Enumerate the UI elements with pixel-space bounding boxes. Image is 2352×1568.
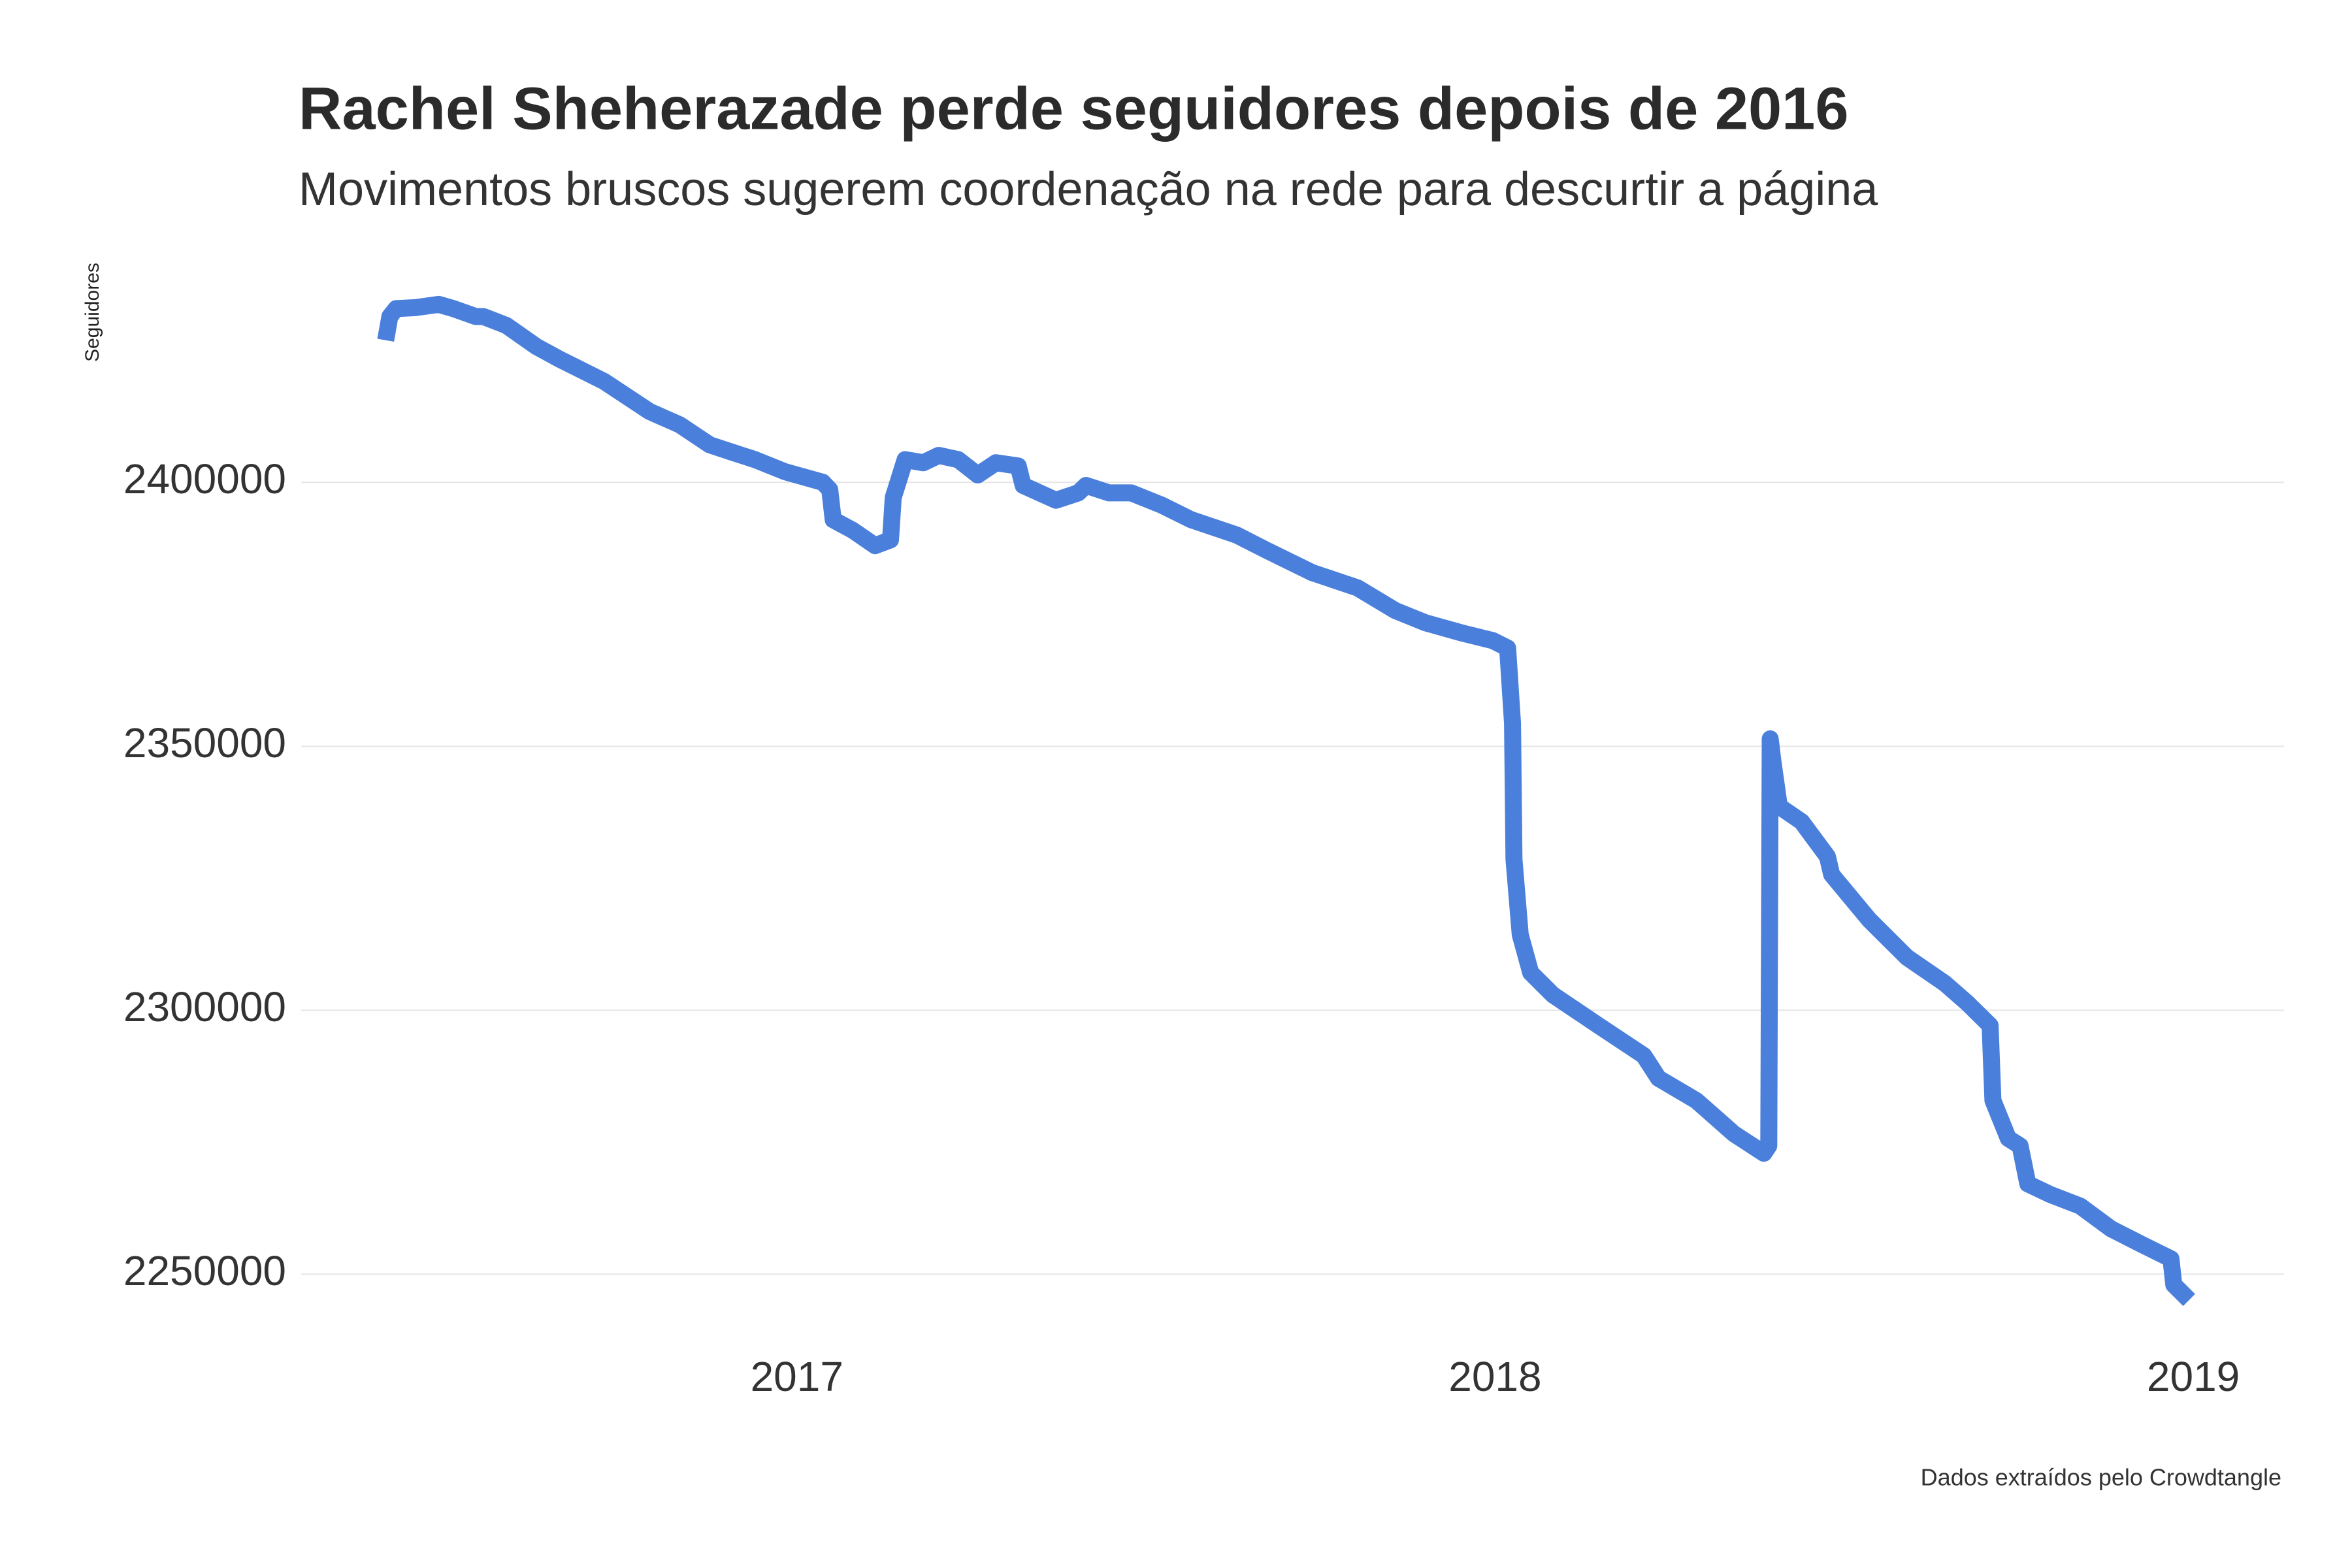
chart-title: Rachel Sheherazade perde seguidores depo…	[299, 75, 1849, 142]
x-tick-label: 2017	[751, 1353, 843, 1400]
data-line	[377, 295, 2195, 1307]
caption: Dados extraídos pelo Crowdtangle	[1921, 1464, 2281, 1491]
y-tick-label: 2350000	[123, 719, 286, 766]
y-tick-label: 2400000	[123, 455, 286, 502]
y-tick-label: 2250000	[123, 1247, 286, 1294]
chart-subtitle: Movimentos bruscos sugerem coordenação n…	[299, 163, 1878, 216]
x-tick-label: 2019	[2147, 1353, 2240, 1400]
y-axis-title: Seguidores	[82, 263, 103, 362]
y-tick-label: 2300000	[123, 983, 286, 1030]
plot-area: 2250000 2300000 2350000 2400000 2017 2018 2019	[123, 295, 2284, 1400]
x-tick-label: 2018	[1448, 1353, 1541, 1400]
